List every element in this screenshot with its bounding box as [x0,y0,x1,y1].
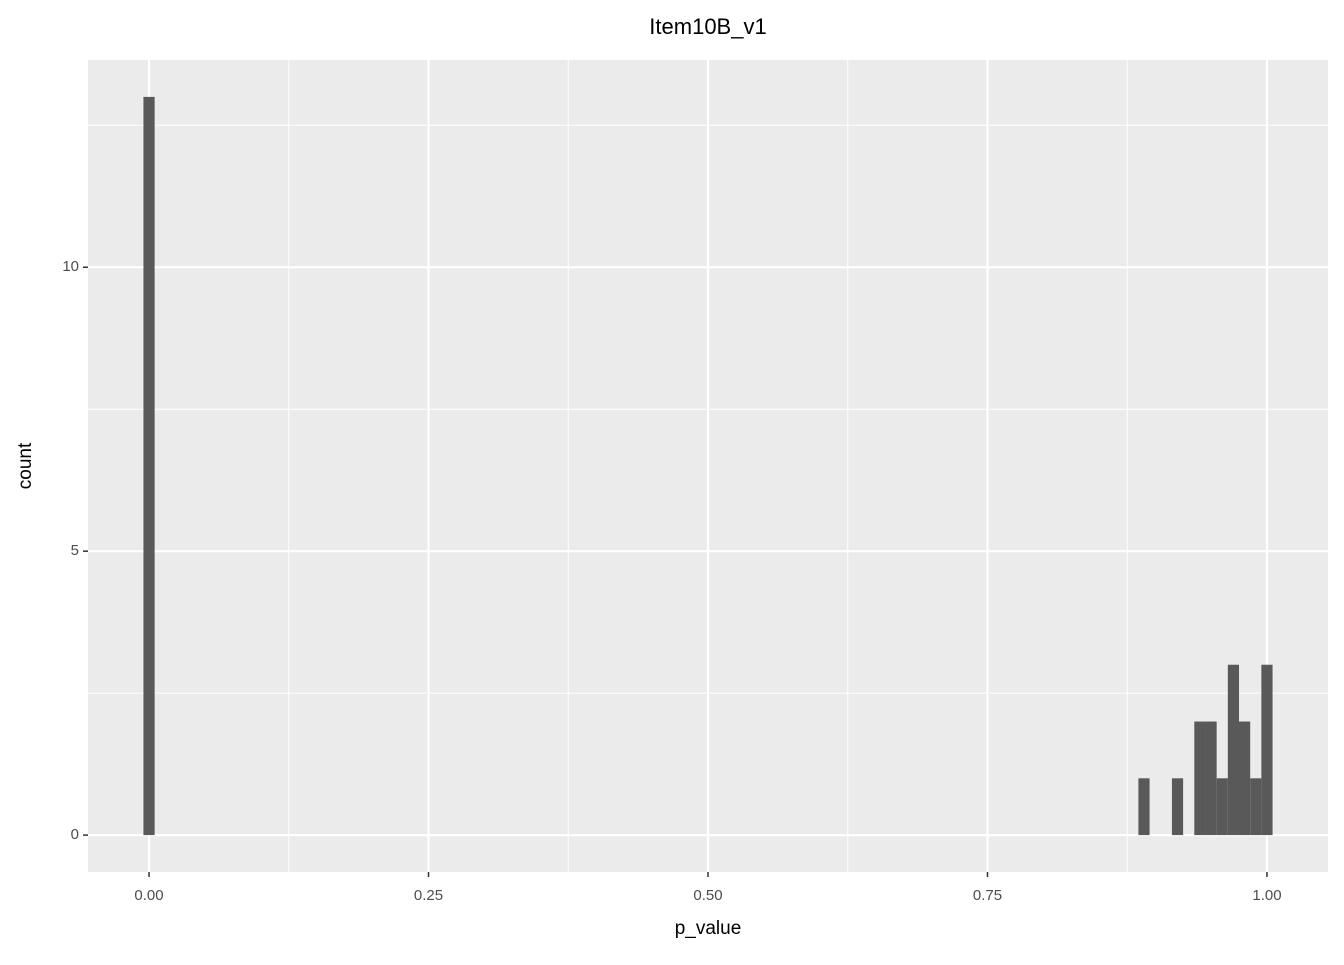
x-tick-label: 0.75 [973,887,1002,904]
x-tick-label: 1.00 [1252,887,1281,904]
x-tick-label: 0.50 [693,887,722,904]
bar [1250,778,1262,836]
y-tick-label: 0 [71,826,79,843]
bar [143,96,155,836]
bar [1261,664,1273,836]
y-tick-label: 5 [71,542,79,559]
bar [1239,721,1251,836]
chart-title: Item10B_v1 [649,14,766,39]
x-tick-label: 0.00 [134,887,163,904]
y-axis-title: count [15,442,36,489]
bar [1216,778,1228,836]
y-tick-label: 10 [62,258,79,275]
x-tick-label: 0.25 [414,887,443,904]
bar [1227,664,1240,836]
bar [1205,721,1217,836]
x-axis-title: p_value [675,918,742,939]
bar [1138,778,1150,836]
bar [1194,721,1206,836]
bar [1171,778,1184,836]
